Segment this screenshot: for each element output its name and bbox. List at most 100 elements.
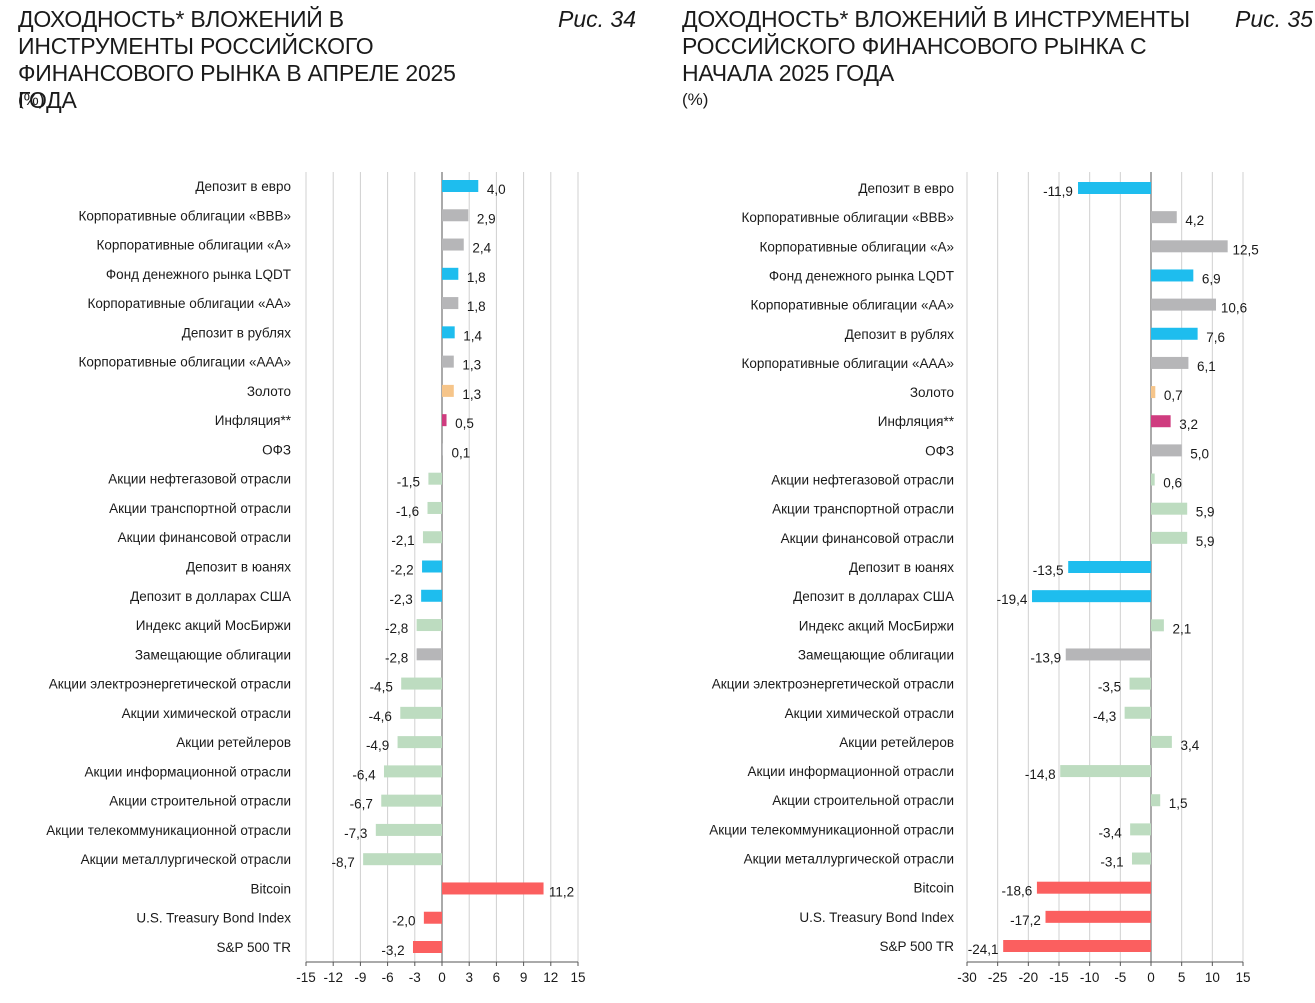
value-label: 3,4 <box>1180 738 1199 753</box>
x-tick-label: 6 <box>493 970 501 985</box>
bar <box>1003 940 1151 952</box>
bar <box>1151 444 1182 457</box>
bar <box>428 472 442 485</box>
value-label: 4,0 <box>487 182 506 197</box>
value-label: 2,4 <box>472 241 491 256</box>
value-label: -19,4 <box>997 592 1028 607</box>
value-label: 0,6 <box>1163 476 1182 491</box>
bar <box>1130 823 1151 836</box>
category-label: Акции финансовой отрасли <box>781 531 954 546</box>
value-label: -4,3 <box>1093 709 1116 724</box>
category-label: Депозит в юанях <box>186 560 291 575</box>
value-label: 7,6 <box>1206 330 1225 345</box>
category-label: Депозит в долларах США <box>793 589 954 604</box>
category-label: Корпоративные облигации «A» <box>759 239 954 254</box>
chart-title: ДОХОДНОСТЬ* ВЛОЖЕНИЙ В ИНСТРУМЕНТЫ РОССИ… <box>18 6 456 113</box>
category-label: Акции информационной отрасли <box>748 764 954 779</box>
bar <box>1151 473 1155 486</box>
bar <box>412 941 442 953</box>
category-label: U.S. Treasury Bond Index <box>799 910 954 925</box>
bar <box>442 414 447 427</box>
category-label: Фонд денежного рынка LQDT <box>106 267 291 282</box>
chart-panel-ytd: ДОХОДНОСТЬ* ВЛОЖЕНИЙ В ИНСТРУМЕНТЫ РОССИ… <box>665 0 1315 1003</box>
x-tick-label: 10 <box>1205 970 1220 985</box>
x-tick-label: 15 <box>1235 970 1250 985</box>
bar <box>400 706 442 719</box>
bar <box>401 677 442 690</box>
x-tick-label: 3 <box>465 970 473 985</box>
units-label: (%) <box>18 90 45 109</box>
value-label: 1,8 <box>467 299 486 314</box>
category-label: Инфляция** <box>215 413 292 428</box>
value-label: -6,7 <box>350 797 373 812</box>
bar <box>442 238 464 251</box>
value-label: 1,3 <box>462 387 481 402</box>
category-label: Акции транспортной отрасли <box>109 501 291 516</box>
x-tick-label: 5 <box>1178 970 1186 985</box>
value-label: -1,5 <box>397 475 420 490</box>
x-tick-label: 0 <box>438 970 446 985</box>
value-label: -4,5 <box>370 680 393 695</box>
x-tick-label: 9 <box>520 970 528 985</box>
bar <box>442 180 479 192</box>
value-label: 3,2 <box>1179 417 1198 432</box>
value-label: 2,9 <box>477 211 496 226</box>
bar <box>442 209 469 222</box>
bar <box>442 355 454 368</box>
category-label: Акции информационной отрасли <box>85 764 291 779</box>
bar <box>416 619 442 632</box>
value-label: -24,1 <box>968 942 999 957</box>
value-label: -2,8 <box>385 650 408 665</box>
value-label: 1,8 <box>467 270 486 285</box>
bar <box>422 531 442 544</box>
category-label: Депозит в евро <box>858 181 954 196</box>
category-label: Акции металлургической отрасли <box>744 852 954 867</box>
category-label: Корпоративные облигации «BBB» <box>741 210 954 225</box>
value-label: -7,3 <box>344 826 367 841</box>
category-label: Акции телекоммуникационной отрасли <box>709 822 954 837</box>
bar <box>1065 648 1151 661</box>
x-tick-label: -25 <box>988 970 1008 985</box>
category-label: Bitcoin <box>913 881 954 896</box>
bar <box>375 823 442 836</box>
category-label: Индекс акций МосБиржи <box>799 618 954 633</box>
value-label: -14,8 <box>1025 767 1056 782</box>
category-label: Депозит в рублях <box>182 325 291 340</box>
category-label: Акции ретейлеров <box>176 735 291 750</box>
value-label: 4,2 <box>1185 213 1204 228</box>
bar <box>1151 327 1198 340</box>
bar <box>442 326 455 339</box>
bar <box>1151 502 1188 515</box>
value-label: -11,9 <box>1043 184 1073 199</box>
value-label: 6,9 <box>1202 271 1221 286</box>
value-label: -3,1 <box>1100 855 1123 870</box>
value-label: 2,1 <box>1172 621 1191 636</box>
category-label: U.S. Treasury Bond Index <box>136 911 291 926</box>
value-label: 1,4 <box>463 328 482 343</box>
figure-label: Рис. 34 <box>558 6 636 32</box>
bar <box>1131 852 1151 865</box>
units-label: (%) <box>682 90 709 109</box>
category-label: Акции электроэнергетической отрасли <box>49 677 291 692</box>
category-label: Корпоративные облигации «AA» <box>87 296 291 311</box>
value-label: 6,1 <box>1197 359 1216 374</box>
category-label: Корпоративные облигации «AA» <box>750 298 954 313</box>
category-label: Золото <box>247 384 291 399</box>
bar-chart-ytd: -30 -25 -20 -15 -10 -5 0 5 10 15 Депозит в евро -11… <box>709 172 1259 985</box>
category-label: Акции финансовой отрасли <box>118 530 291 545</box>
x-tick-label: -20 <box>1019 970 1039 985</box>
x-tick-label: -3 <box>409 970 421 985</box>
bar <box>1078 182 1151 194</box>
category-label: Депозит в рублях <box>845 327 954 342</box>
bar <box>1151 619 1164 632</box>
bar <box>1151 386 1156 399</box>
x-tick-label: -6 <box>382 970 394 985</box>
bar <box>1151 735 1172 748</box>
value-label: -13,5 <box>1033 563 1064 578</box>
value-label: -18,6 <box>1002 884 1033 899</box>
category-label: Акции металлургической отрасли <box>81 852 291 867</box>
category-label: Акции нефтегазовой отрасли <box>771 473 954 488</box>
bar <box>421 589 442 602</box>
category-label: Акции телекоммуникационной отрасли <box>46 823 291 838</box>
category-label: Индекс акций МосБиржи <box>136 618 291 633</box>
